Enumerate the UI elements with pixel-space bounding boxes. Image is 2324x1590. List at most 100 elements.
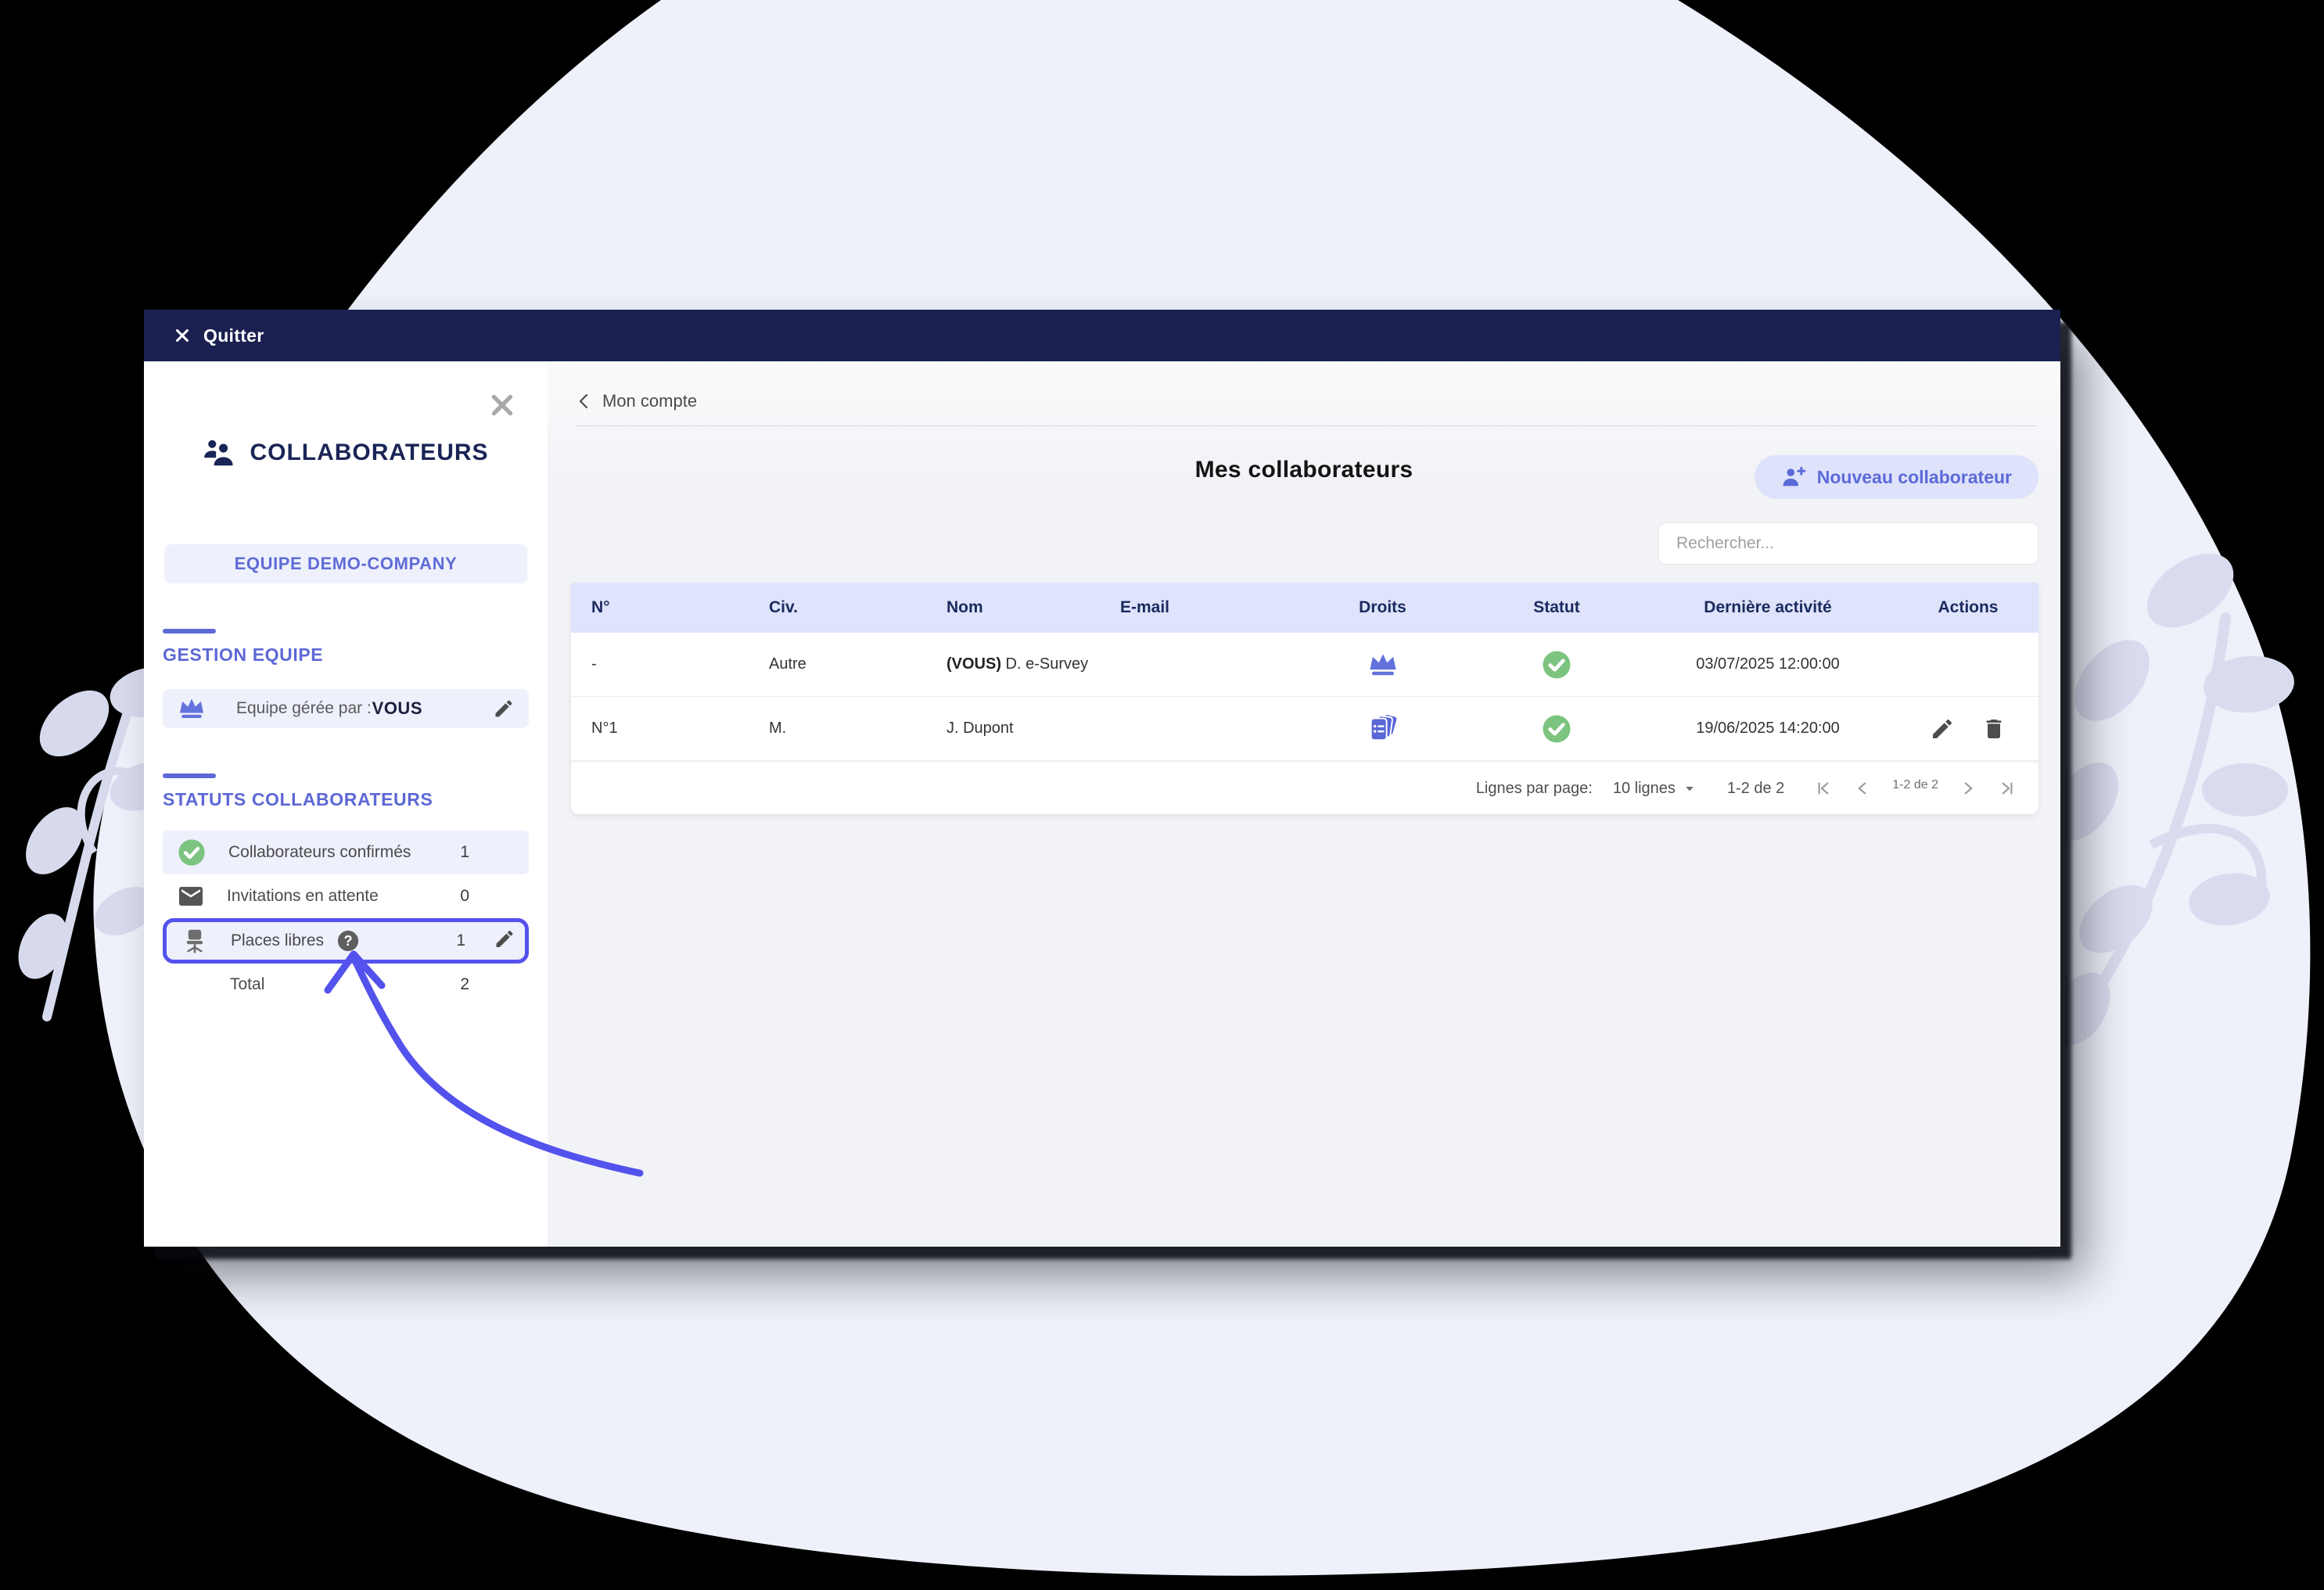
cell-nom: (VOUS) D. e-Survey — [926, 655, 1100, 673]
col-header-droits: Droits — [1359, 598, 1406, 616]
total-label: Total — [230, 975, 265, 993]
cell-droits — [1290, 711, 1475, 747]
cell-activity: 03/07/2025 12:00:00 — [1696, 655, 1840, 673]
managed-by-value: VOUS — [372, 698, 422, 718]
rows-per-page-select[interactable]: 10 lignes — [1613, 780, 1696, 798]
collaborators-table: N° Civ. Nom E-mail Droits Statut Dernièr… — [571, 583, 2038, 814]
managed-by-label: Equipe gérée par : — [236, 699, 372, 717]
check-circle-icon — [1541, 649, 1572, 680]
pagination-nav: 1-2 de 2 — [1812, 777, 2018, 799]
stat-label: Invitations en attente — [227, 887, 379, 905]
envelope-icon — [177, 882, 205, 910]
cell-statut — [1475, 649, 1638, 680]
prev-page-icon[interactable] — [1852, 777, 1873, 799]
section-overline — [163, 629, 216, 633]
crown-icon — [177, 694, 207, 723]
table-row[interactable]: N°1 M. J. Dupont — [571, 697, 2038, 761]
stat-label: Collaborateurs confirmés — [228, 843, 411, 861]
rows-per-page-value: 10 lignes — [1612, 779, 1676, 797]
cell-nom-rest: J. Dupont — [946, 720, 1014, 737]
stat-row-invitations[interactable]: Invitations en attente 0 — [163, 874, 529, 918]
sidebar-close-icon[interactable] — [488, 391, 516, 423]
col-header-num: N° — [591, 598, 610, 616]
new-collaborator-button[interactable]: Nouveau collaborateur — [1754, 455, 2038, 499]
cell-nom: J. Dupont — [926, 720, 1100, 738]
next-page-icon[interactable] — [1957, 777, 1979, 799]
team-button-label: EQUIPE DEMO-COMPANY — [234, 554, 458, 573]
collaborators-group-icon — [203, 436, 235, 469]
col-header-nom: Nom — [946, 598, 983, 616]
chevron-left-icon — [576, 392, 594, 411]
section-overline — [163, 773, 216, 778]
stat-value: 1 — [460, 843, 469, 861]
quit-button[interactable]: Quitter — [203, 325, 264, 346]
sidebar-title-block: COLLABORATEURS — [144, 436, 548, 469]
cell-civ: M. — [769, 720, 787, 737]
last-page-icon[interactable] — [1996, 777, 2018, 799]
cell-civ: Autre — [769, 655, 806, 673]
quit-close-icon[interactable] — [174, 327, 191, 344]
cell-actions — [1898, 716, 2038, 741]
app-window: Quitter COLLABOR — [144, 310, 2060, 1247]
right-leaf-branch-icon — [2050, 553, 2294, 1046]
statuts-heading: STATUTS COLLABORATEURS — [163, 789, 433, 809]
cell-num: - — [591, 655, 597, 673]
person-plus-icon — [1781, 465, 1806, 490]
check-circle-icon — [1541, 713, 1572, 745]
stat-row-confirmed[interactable]: Collaborateurs confirmés 1 — [163, 831, 529, 874]
edit-pencil-icon[interactable] — [494, 928, 515, 954]
svg-text:?: ? — [344, 933, 353, 949]
cell-num: N°1 — [591, 720, 618, 737]
rows-per-page-label: Lignes par page: — [1475, 779, 1593, 797]
section-statuts: STATUTS COLLABORATEURS — [163, 773, 548, 810]
status-list: Collaborateurs confirmés 1 Invitations e… — [163, 831, 529, 1006]
trash-icon[interactable] — [1981, 716, 2006, 741]
page-title: Mes collaborateurs — [1194, 457, 1413, 483]
caret-down-icon — [1683, 782, 1696, 795]
stat-value: 0 — [460, 887, 469, 905]
edit-pencil-icon[interactable] — [1930, 716, 1955, 741]
stat-label: Places libres — [231, 931, 325, 949]
table-row[interactable]: - Autre (VOUS) D. e-Survey — [571, 633, 2038, 697]
col-header-email: E-mail — [1120, 598, 1170, 616]
gestion-equipe-heading: GESTION EQUIPE — [163, 644, 324, 665]
col-header-civ: Civ. — [769, 598, 798, 616]
office-chair-icon — [181, 927, 209, 955]
forms-stack-icon — [1365, 711, 1401, 747]
edit-pencil-icon[interactable] — [493, 698, 515, 720]
cell-statut — [1475, 713, 1638, 745]
section-gestion-equipe: GESTION EQUIPE — [163, 629, 548, 666]
table-header-row: N° Civ. Nom E-mail Droits Statut Dernièr… — [571, 583, 2038, 633]
top-bar: Quitter — [144, 310, 2060, 361]
pagination-bar: Lignes par page: 10 lignes 1-2 de 2 — [571, 761, 2038, 814]
pagination-range-small: 1-2 de 2 — [1892, 778, 1938, 791]
divider — [576, 425, 2037, 426]
col-header-actions: Actions — [1938, 598, 1999, 616]
search-box — [1658, 522, 2038, 565]
team-demo-company-button[interactable]: EQUIPE DEMO-COMPANY — [164, 544, 527, 583]
crown-icon — [1367, 648, 1399, 681]
col-header-activite: Dernière activité — [1704, 598, 1832, 616]
first-page-icon[interactable] — [1812, 777, 1834, 799]
stat-value: 1 — [456, 931, 465, 949]
cell-activity: 19/06/2025 14:20:00 — [1696, 720, 1840, 737]
cell-droits — [1290, 648, 1475, 681]
stat-row-places-libres[interactable]: Places libres ? 1 — [163, 918, 529, 964]
main-content: Mon compte Mes collaborateurs Nouveau co… — [548, 361, 2060, 1247]
new-collaborator-label: Nouveau collaborateur — [1816, 466, 2012, 487]
breadcrumb[interactable]: Mon compte — [576, 391, 697, 411]
cell-nom-prefix: (VOUS) — [946, 655, 1001, 673]
breadcrumb-label: Mon compte — [602, 391, 698, 411]
help-icon[interactable]: ? — [336, 929, 360, 953]
search-input[interactable] — [1658, 522, 2038, 565]
check-circle-icon — [177, 838, 207, 867]
managed-by-row: Equipe gérée par : VOUS — [163, 689, 529, 728]
col-header-statut: Statut — [1533, 598, 1580, 616]
sidebar: COLLABORATEURS EQUIPE DEMO-COMPANY GESTI… — [144, 361, 548, 1247]
pagination-range: 1-2 de 2 — [1726, 779, 1785, 797]
cell-nom-rest: D. e-Survey — [1001, 655, 1089, 673]
stat-row-total: Total 2 — [163, 964, 529, 1006]
total-value: 2 — [460, 975, 469, 993]
sidebar-title: COLLABORATEURS — [250, 440, 489, 465]
